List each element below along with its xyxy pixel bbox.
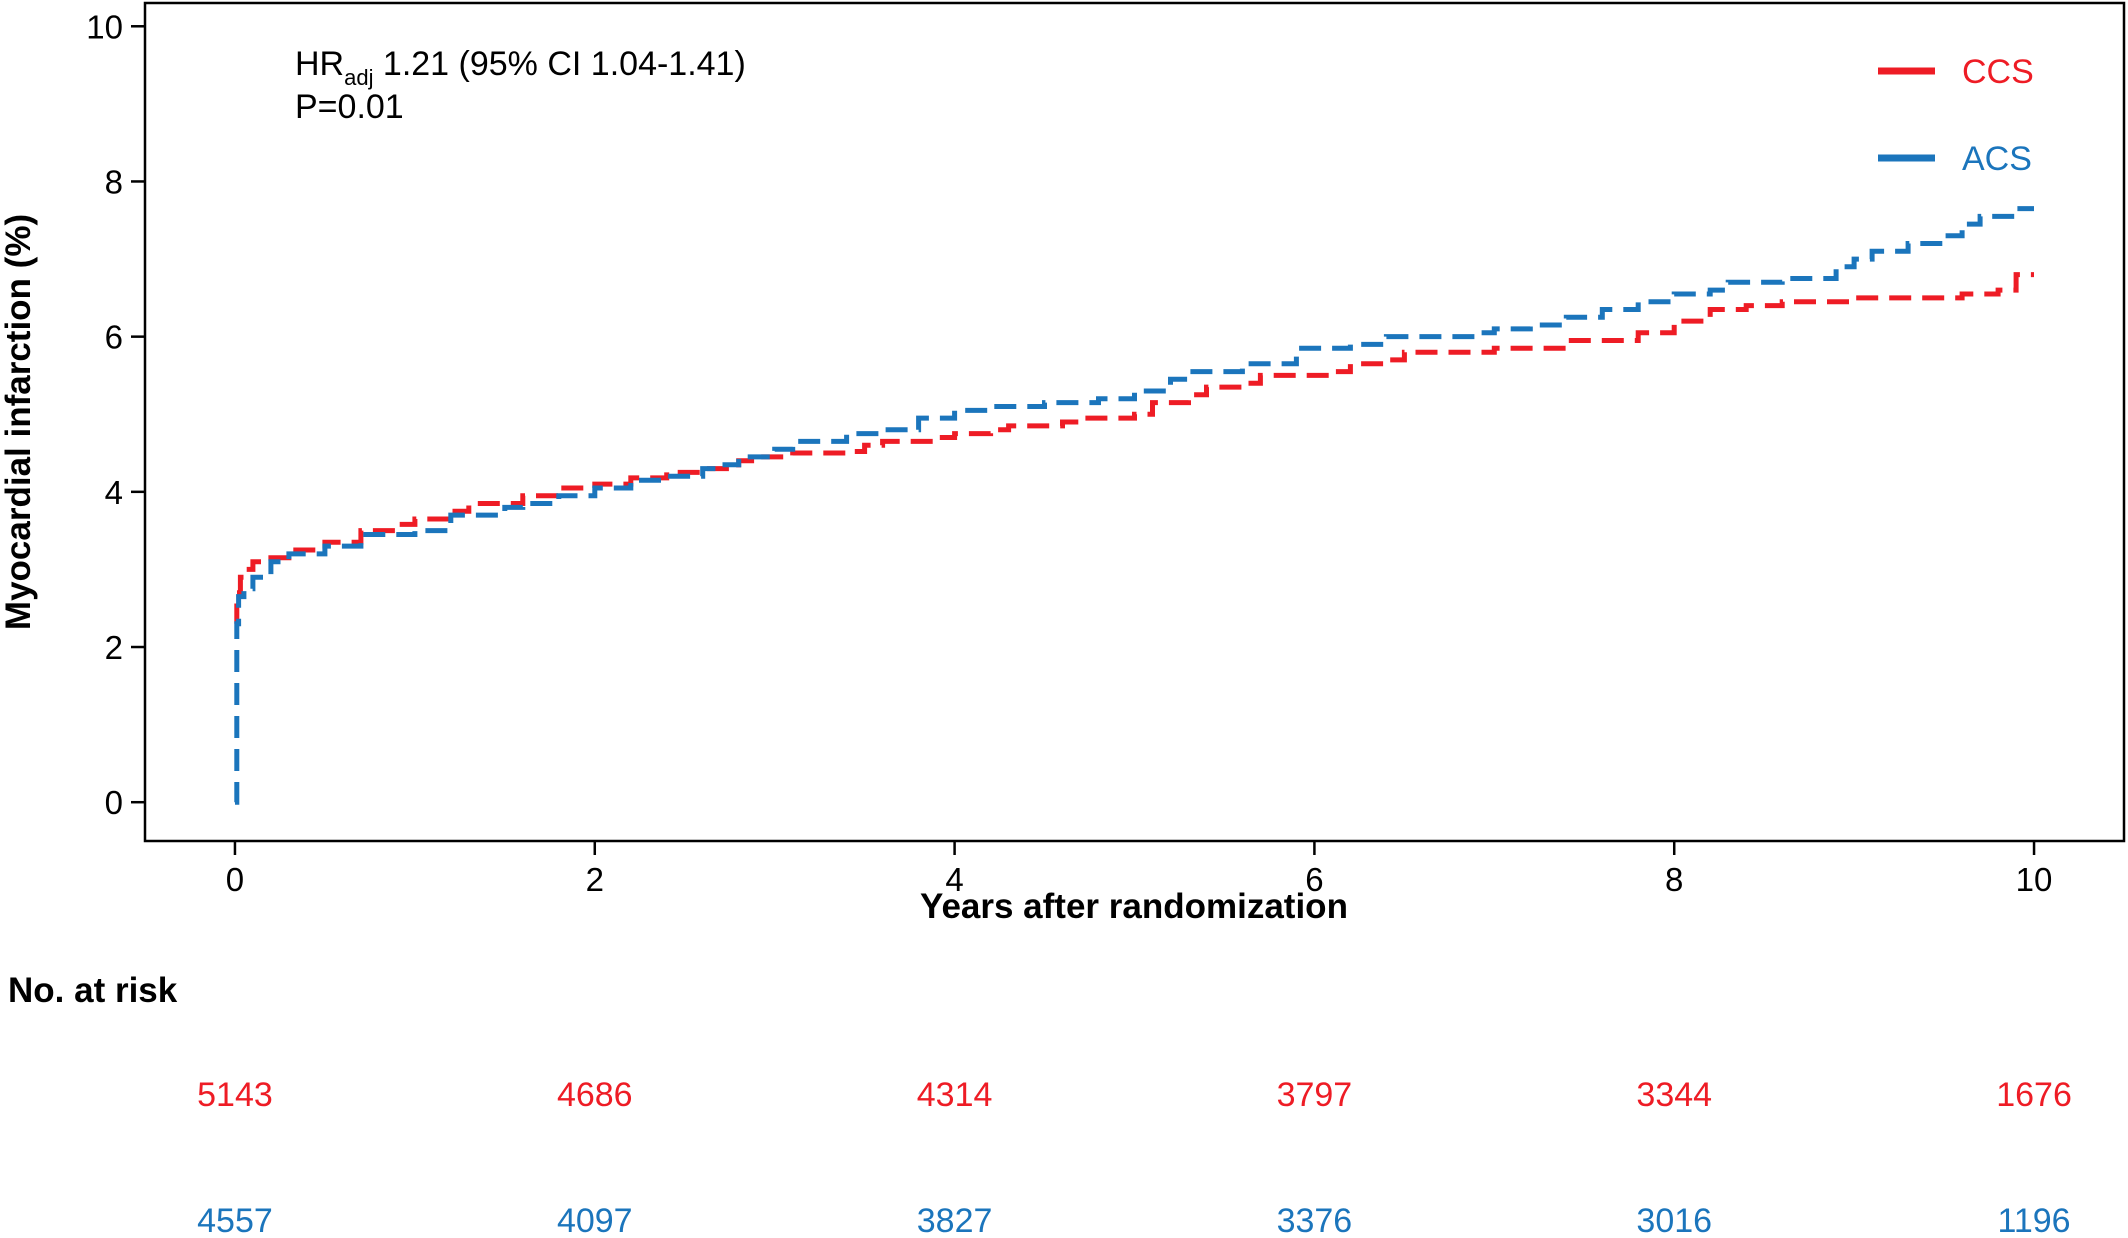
x-tick-label: 8 bbox=[1665, 861, 1683, 898]
at-risk-value-acs: 4097 bbox=[557, 1202, 633, 1238]
series-lines bbox=[234, 206, 2034, 805]
at-risk-value-ccs: 4314 bbox=[917, 1076, 993, 1114]
series-line-acs bbox=[234, 206, 2034, 805]
legend-label-acs: ACS bbox=[1962, 140, 2032, 178]
at-risk-table: 5143 4686 4314 3797 3344 1676 4557 4097 3827 3376… bbox=[197, 1076, 2072, 1238]
plot-frame bbox=[143, 1, 2126, 843]
x-axis-label: Years after randomization bbox=[920, 887, 1348, 926]
p-value-annotation: P=0.01 bbox=[295, 88, 404, 126]
x-tick-label: 0 bbox=[226, 861, 244, 898]
at-risk-value-acs: 3827 bbox=[917, 1202, 993, 1238]
y-tick-label: 2 bbox=[105, 629, 123, 666]
hr-value: 1.21 (95% CI 1.04-1.41) bbox=[373, 45, 745, 83]
at-risk-value-ccs: 3797 bbox=[1277, 1076, 1353, 1114]
y-axis-ticks: 0 2 4 6 8 10 bbox=[86, 8, 145, 821]
y-tick-label: 4 bbox=[105, 474, 123, 511]
hazard-ratio-annotation: HRadj 1.21 (95% CI 1.04-1.41) bbox=[295, 45, 746, 90]
y-tick-label: 6 bbox=[105, 319, 123, 356]
at-risk-value-acs: 1196 bbox=[1997, 1202, 2070, 1238]
at-risk-value-acs: 4557 bbox=[197, 1202, 273, 1238]
at-risk-value-ccs: 5143 bbox=[197, 1076, 273, 1114]
y-axis-label: Myocardial infarction (%) bbox=[0, 214, 38, 630]
at-risk-value-acs: 3376 bbox=[1277, 1202, 1353, 1238]
x-tick-label: 6 bbox=[1305, 861, 1323, 898]
at-risk-value-ccs: 1676 bbox=[1996, 1076, 2072, 1114]
series-line-ccs bbox=[234, 272, 2034, 627]
y-tick-label: 10 bbox=[86, 8, 123, 45]
at-risk-value-ccs: 4686 bbox=[557, 1076, 633, 1114]
x-tick-label: 4 bbox=[945, 861, 963, 898]
at-risk-value-ccs: 3344 bbox=[1636, 1076, 1712, 1114]
y-tick-label: 8 bbox=[105, 163, 123, 200]
hr-subscript: adj bbox=[344, 65, 373, 90]
y-tick-label: 0 bbox=[105, 784, 123, 821]
hr-prefix: HR bbox=[295, 45, 344, 83]
x-axis-ticks: 0 2 4 6 8 10 bbox=[226, 841, 2053, 898]
at-risk-title: No. at risk bbox=[8, 971, 178, 1010]
legend-label-ccs: CCS bbox=[1962, 53, 2034, 91]
at-risk-value-acs: 3016 bbox=[1636, 1202, 1712, 1238]
x-tick-label: 2 bbox=[586, 861, 604, 898]
legend: CCS ACS bbox=[1878, 53, 2034, 178]
x-tick-label: 10 bbox=[2016, 861, 2053, 898]
